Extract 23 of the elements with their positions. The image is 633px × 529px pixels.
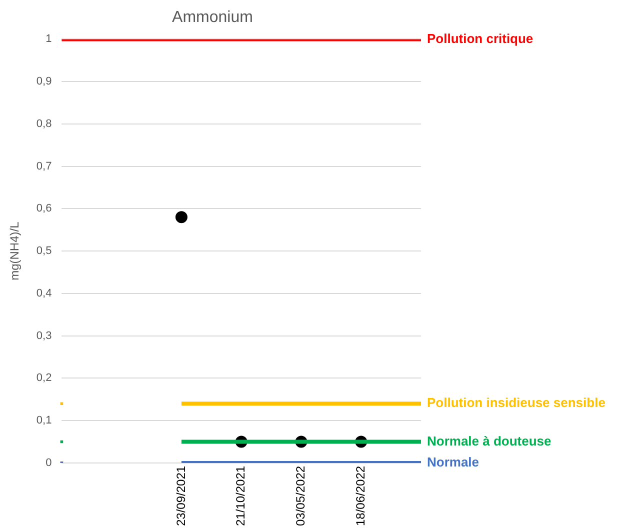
y-tick-label: 0,8 bbox=[36, 118, 52, 130]
y-tick-label: 0,5 bbox=[36, 245, 52, 258]
x-tick-label: 23/09/2021 bbox=[174, 466, 188, 526]
series-label: Normale à douteuse bbox=[427, 433, 552, 448]
y-tick-label: 0,7 bbox=[36, 160, 52, 172]
y-tick-label: 0,6 bbox=[36, 202, 52, 215]
y-axis-title: mg(NH4)/L bbox=[8, 221, 22, 280]
x-tick-label: 18/06/2022 bbox=[353, 466, 368, 526]
y-tick-label: 0,1 bbox=[36, 414, 52, 427]
y-tick-label: 0,4 bbox=[36, 287, 52, 300]
x-tick-label: 21/10/2021 bbox=[234, 466, 248, 526]
point bbox=[60, 402, 64, 406]
chart-title: Ammonium bbox=[172, 9, 253, 26]
x-tick-label: 03/05/2022 bbox=[294, 466, 308, 526]
series-label: Normale bbox=[427, 454, 480, 470]
y-tick-label: 0,9 bbox=[36, 76, 52, 88]
series-label: Pollution insidieuse sensible bbox=[427, 395, 606, 410]
series-label: Pollution critique bbox=[427, 30, 534, 46]
y-tick-label: 0,3 bbox=[36, 330, 52, 342]
point bbox=[175, 211, 188, 224]
y-tick-label: 0 bbox=[46, 456, 52, 469]
y-tick-label: 0,2 bbox=[36, 372, 52, 384]
y-tick-label: 1 bbox=[46, 33, 52, 46]
